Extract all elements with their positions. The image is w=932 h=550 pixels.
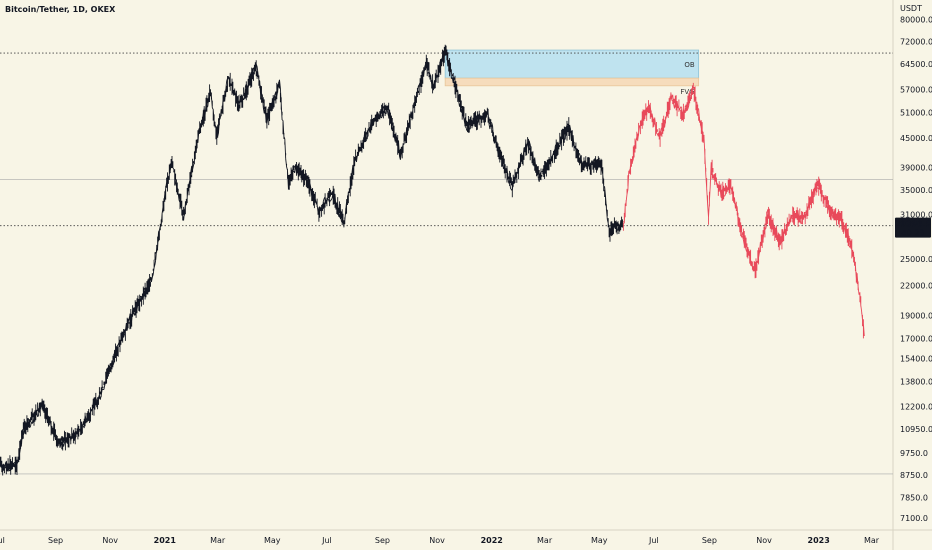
order-block-label: OB: [684, 61, 695, 69]
time-tick-label: Jul: [0, 536, 5, 545]
time-tick-label: Jul: [648, 536, 659, 545]
price-tick-label: 51000.0: [900, 108, 932, 117]
time-tick-label: 2023: [808, 536, 830, 545]
price-tick-label: 12200.0: [900, 403, 932, 412]
last-price-value: 29396.9: [895, 220, 932, 229]
price-tick-label: 15400.0: [900, 355, 932, 364]
fvg-label: FVG: [680, 88, 694, 96]
time-tick-label: Nov: [102, 536, 118, 545]
time-tick-label: May: [591, 536, 608, 545]
price-tick-label: 72000.0: [900, 37, 932, 46]
price-tick-label: 7100.0: [900, 514, 928, 523]
time-tick-label: Mar: [864, 536, 880, 545]
price-tick-label: 64500.0: [900, 60, 932, 69]
fair-value-gap-zone: [444, 77, 700, 87]
time-tick-label: 2021: [154, 536, 177, 545]
currency-label: USDT: [900, 4, 922, 13]
last-price-badge: [895, 217, 931, 238]
price-tick-label: 7850.0: [900, 493, 928, 502]
time-tick-label: Jul: [321, 536, 332, 545]
time-tick-label: Mar: [537, 536, 553, 545]
time-tick-label: Sep: [375, 536, 390, 545]
price-tick-label: 9750.0: [900, 449, 928, 458]
price-tick-label: 13800.0: [900, 377, 932, 386]
price-tick-label: 35000.0: [900, 186, 932, 195]
price-tick-label: 45000.0: [900, 134, 932, 143]
projection-series-line: [622, 82, 865, 339]
price-series-line: [0, 44, 624, 476]
price-tick-label: 39000.0: [900, 163, 932, 172]
price-tick-label: 31000.0: [900, 211, 932, 220]
price-tick-label: 25000.0: [900, 255, 932, 264]
price-tick-label: 8750.0: [900, 471, 928, 480]
time-tick-label: Nov: [429, 536, 445, 545]
time-tick-label: Mar: [210, 536, 226, 545]
price-tick-label: 22000.0: [900, 281, 932, 290]
price-tick-label: 19000.0: [900, 311, 932, 320]
price-tick-label: 17000.0: [900, 334, 932, 343]
bar-countdown: 40:23: [901, 229, 924, 238]
time-tick-label: May: [264, 536, 281, 545]
order-block-zone: [444, 49, 700, 79]
price-tick-label: 57000.0: [900, 85, 932, 94]
time-tick-label: Sep: [48, 536, 63, 545]
time-tick-label: 2022: [481, 536, 503, 545]
price-tick-label: 10950.0: [900, 425, 932, 434]
price-tick-label: 80000.0: [900, 16, 932, 25]
chart-title: Bitcoin/Tether, 1D, OKEX: [5, 5, 116, 14]
time-tick-label: Sep: [702, 536, 717, 545]
time-tick-label: Nov: [756, 536, 772, 545]
